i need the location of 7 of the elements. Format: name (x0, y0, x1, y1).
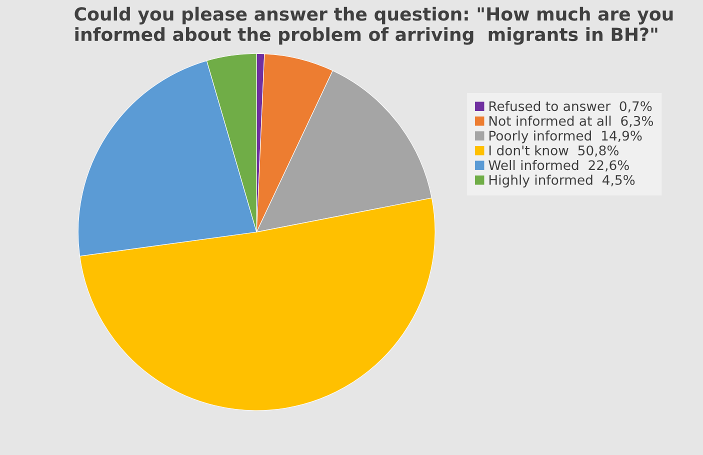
chart-title: Could you please answer the question: "How much are you informed about the problem of arriving migrants in BH?" (74, 6, 673, 45)
legend-label: Poorly informed 14,9% (489, 130, 642, 144)
legend-label: Not informed at all 6,3% (489, 116, 654, 128)
legend-label: Refused to answer 0,7% (489, 100, 652, 113)
legend-label: Well informed 22,6% (488, 160, 629, 172)
legend-label: I don't know 50,8% (489, 145, 619, 157)
legend-label: Highly informed 4,5% (489, 174, 635, 188)
